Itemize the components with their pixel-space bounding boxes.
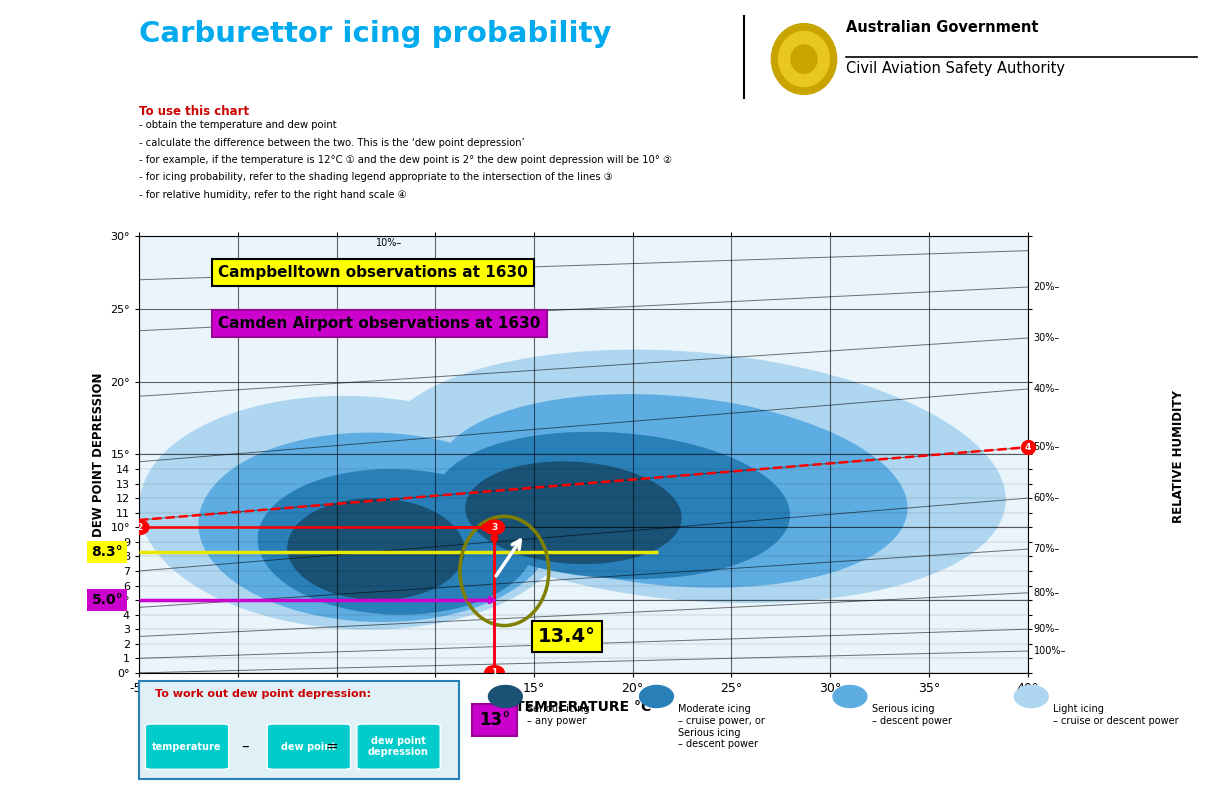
Text: 80%–: 80%– xyxy=(1034,588,1060,598)
Ellipse shape xyxy=(139,396,573,630)
Text: 1: 1 xyxy=(491,668,498,678)
Text: temperature: temperature xyxy=(152,741,221,752)
Text: To use this chart: To use this chart xyxy=(139,105,249,118)
Ellipse shape xyxy=(436,432,789,579)
Text: - for icing probability, refer to the shading legend appropriate to the intersec: - for icing probability, refer to the sh… xyxy=(139,172,613,183)
Text: 2: 2 xyxy=(135,523,143,532)
Text: Moderate icing
– cruise power, or
Serious icing
– descent power: Moderate icing – cruise power, or Seriou… xyxy=(678,704,765,749)
Text: Australian Government: Australian Government xyxy=(846,20,1039,35)
FancyBboxPatch shape xyxy=(145,724,229,770)
Text: To work out dew point depression:: To work out dew point depression: xyxy=(155,689,371,699)
Text: 50%–: 50%– xyxy=(1034,442,1060,453)
Text: 70%–: 70%– xyxy=(1034,544,1060,554)
Ellipse shape xyxy=(258,469,534,615)
Text: 5.0°: 5.0° xyxy=(92,593,123,607)
Text: 20%–: 20%– xyxy=(1034,282,1060,292)
Circle shape xyxy=(771,24,837,94)
Text: 13°: 13° xyxy=(479,711,510,729)
FancyBboxPatch shape xyxy=(267,724,351,770)
Ellipse shape xyxy=(198,433,554,622)
Ellipse shape xyxy=(436,394,908,588)
Y-axis label: DEW POINT DEPRESSION: DEW POINT DEPRESSION xyxy=(92,372,105,537)
Ellipse shape xyxy=(288,498,464,600)
X-axis label: TEMPERATURE °C: TEMPERATURE °C xyxy=(515,700,652,715)
Text: =: = xyxy=(325,739,337,754)
Text: Serious icing
– any power: Serious icing – any power xyxy=(527,704,590,726)
Text: 100%–: 100%– xyxy=(1034,646,1066,656)
Text: Campbelltown observations at 1630: Campbelltown observations at 1630 xyxy=(218,265,528,280)
Text: 10%–: 10%– xyxy=(376,238,403,249)
Circle shape xyxy=(779,31,829,87)
Text: RELATIVE HUMIDITY: RELATIVE HUMIDITY xyxy=(1173,390,1185,523)
Text: Serious icing
– descent power: Serious icing – descent power xyxy=(872,704,951,726)
Text: –: – xyxy=(241,739,249,754)
Text: dew point: dew point xyxy=(282,741,336,752)
Text: 40%–: 40%– xyxy=(1034,384,1060,394)
Circle shape xyxy=(791,45,817,73)
Text: 8.3°: 8.3° xyxy=(92,545,123,559)
Text: 3: 3 xyxy=(491,523,498,532)
Ellipse shape xyxy=(378,349,1006,603)
FancyBboxPatch shape xyxy=(357,724,440,770)
Text: - for example, if the temperature is 12°C ① and the dew point is 2° the dew poin: - for example, if the temperature is 12°… xyxy=(139,155,672,165)
Text: 90%–: 90%– xyxy=(1034,624,1060,634)
Ellipse shape xyxy=(465,461,682,564)
Text: 4: 4 xyxy=(1024,443,1031,452)
Text: Carburettor icing probability: Carburettor icing probability xyxy=(139,20,612,48)
Text: dew point
depression: dew point depression xyxy=(368,736,429,757)
Text: 30%–: 30%– xyxy=(1034,333,1060,343)
Text: - calculate the difference between the two. This is the ‘dew point depression’: - calculate the difference between the t… xyxy=(139,138,525,148)
Text: 60%–: 60%– xyxy=(1034,493,1060,503)
Text: - obtain the temperature and dew point: - obtain the temperature and dew point xyxy=(139,120,336,131)
Circle shape xyxy=(485,520,504,534)
Text: - for relative humidity, refer to the right hand scale ④: - for relative humidity, refer to the ri… xyxy=(139,190,406,200)
Circle shape xyxy=(485,666,504,680)
Text: Camden Airport observations at 1630: Camden Airport observations at 1630 xyxy=(218,316,540,331)
Text: Light icing
– cruise or descent power: Light icing – cruise or descent power xyxy=(1053,704,1179,726)
Circle shape xyxy=(129,520,149,534)
Text: Civil Aviation Safety Authority: Civil Aviation Safety Authority xyxy=(846,61,1065,76)
Text: 13.4°: 13.4° xyxy=(538,627,596,646)
